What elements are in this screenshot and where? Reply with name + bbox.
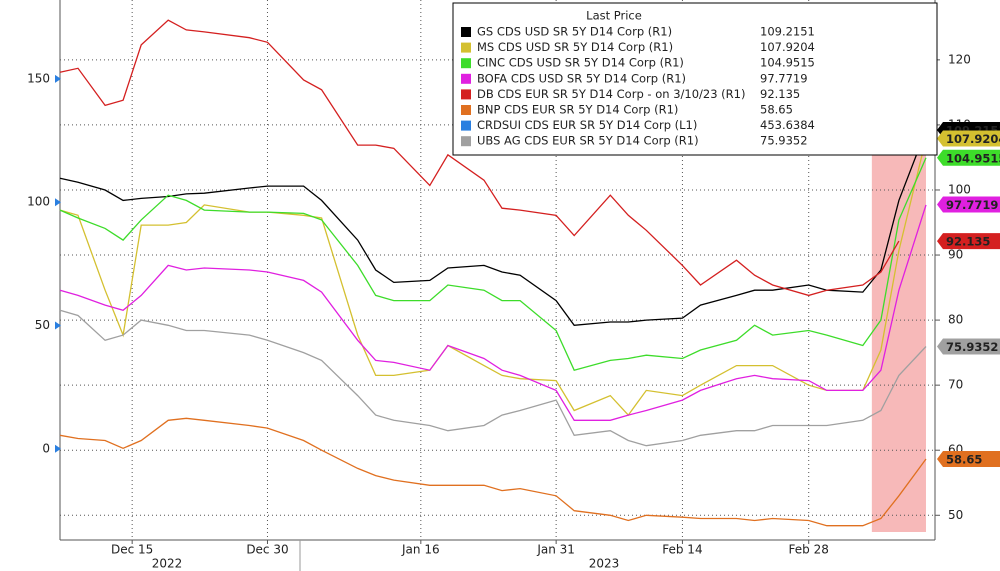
value-tag-label: 107.9204 — [946, 132, 1000, 146]
legend-swatch — [461, 136, 471, 147]
y2-tick-label: 70 — [948, 378, 963, 392]
legend-label: UBS AG CDS EUR SR 5Y D14 Corp (R1) — [477, 134, 699, 148]
value-tag — [937, 130, 1000, 147]
legend-label: BNP CDS EUR SR 5Y D14 Corp (R1) — [477, 103, 678, 117]
series-line — [59, 309, 927, 447]
y-tick — [55, 321, 61, 330]
value-tag — [937, 451, 1000, 467]
legend-swatch — [461, 42, 471, 53]
legend-box — [452, 2, 938, 156]
y2-tick-label: 50 — [948, 508, 963, 522]
x-tick-label: Feb 14 — [662, 543, 702, 557]
legend-swatch — [461, 105, 471, 115]
y-tick-label: 50 — [35, 318, 50, 332]
value-tag — [937, 233, 1000, 250]
series-line — [59, 417, 927, 527]
x-tick-label: Feb 28 — [789, 543, 829, 557]
legend-swatch — [461, 120, 471, 131]
legend-value: 104.9515 — [760, 56, 815, 70]
legend-label: CRDSUI CDS EUR SR 5Y D14 Corp (L1) — [477, 118, 697, 132]
legend-swatch — [461, 27, 471, 37]
value-tag — [937, 149, 1000, 166]
value-tag-label: 92.135 — [946, 235, 990, 249]
legend-label: CINC CDS USD SR 5Y D14 Corp (R1) — [477, 56, 684, 70]
legend-value: 97.7719 — [760, 71, 808, 85]
x-tick-label: Jan 31 — [536, 543, 575, 557]
legend-swatch — [461, 89, 471, 100]
legend-value: 109.2151 — [760, 25, 815, 39]
legend-label: BOFA CDS USD SR 5Y D14 Corp (R1) — [477, 71, 686, 85]
y-tick-label: 0 — [42, 441, 50, 455]
value-tag-label: 104.9515 — [946, 151, 1000, 165]
y2-tick-label: 100 — [948, 182, 971, 196]
legend-label: GS CDS USD SR 5Y D14 Corp (R1) — [477, 25, 672, 39]
year-label: 2022 — [152, 557, 183, 571]
y2-tick-label: 120 — [948, 52, 971, 66]
legend-value: 453.6384 — [760, 118, 815, 132]
x-tick-label: Dec 30 — [246, 543, 288, 557]
legend-value: 107.9204 — [760, 40, 815, 54]
legend: Last Price GS CDS USD SR 5Y D14 Corp (R1… — [452, 2, 938, 156]
y-tick — [55, 74, 61, 83]
legend-value: 58.65 — [760, 103, 793, 117]
x-tick-label: Dec 15 — [111, 543, 153, 557]
series-line — [59, 138, 927, 417]
series-line — [59, 157, 927, 371]
value-tag-label: 58.65 — [946, 453, 982, 467]
legend-swatch — [461, 58, 471, 69]
y-tick — [55, 198, 61, 207]
series-line — [59, 129, 927, 326]
y-tick-label: 100 — [27, 195, 50, 209]
value-tag — [937, 338, 1000, 355]
legend-value: 75.9352 — [760, 134, 808, 148]
value-tag-label: 75.9352 — [946, 340, 998, 354]
y2-tick-label: 90 — [948, 248, 963, 262]
y2-tick-label: 80 — [948, 313, 963, 327]
legend-label: MS CDS USD SR 5Y D14 Corp (R1) — [477, 40, 673, 54]
year-label: 2023 — [589, 557, 620, 571]
series-line — [59, 19, 900, 297]
legend-value: 92.135 — [760, 87, 800, 101]
series-line — [59, 204, 927, 421]
legend-swatch — [461, 73, 471, 84]
y-tick — [55, 444, 61, 453]
y-tick-label: 150 — [27, 71, 50, 85]
legend-label: DB CDS EUR SR 5Y D14 Corp - on 3/10/23 (… — [477, 87, 745, 101]
x-tick-label: Jan 16 — [401, 543, 440, 557]
value-tag-label: 97.7719 — [946, 198, 998, 212]
value-tag — [937, 196, 1000, 213]
legend-title: Last Price — [586, 9, 642, 23]
